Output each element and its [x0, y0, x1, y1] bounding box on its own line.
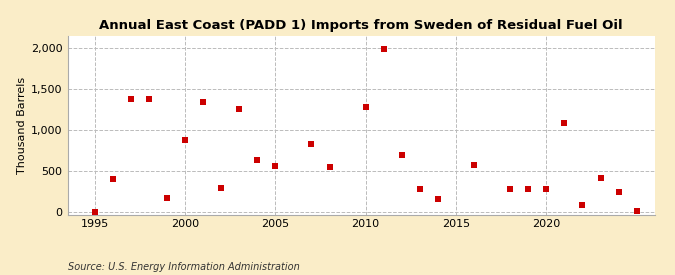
- Point: [180, 138, 190, 142]
- Point: [523, 187, 534, 191]
- Point: [433, 197, 443, 202]
- Point: [306, 142, 317, 146]
- Point: [126, 97, 136, 101]
- Point: [577, 202, 588, 207]
- Point: [468, 163, 479, 167]
- Point: [360, 105, 371, 110]
- Point: [396, 153, 407, 158]
- Point: [613, 190, 624, 194]
- Point: [541, 187, 551, 191]
- Point: [216, 186, 227, 191]
- Point: [559, 120, 570, 125]
- Point: [89, 210, 100, 214]
- Point: [161, 196, 172, 200]
- Point: [595, 176, 606, 181]
- Point: [252, 158, 263, 163]
- Point: [198, 100, 209, 104]
- Point: [107, 177, 118, 182]
- Title: Annual East Coast (PADD 1) Imports from Sweden of Residual Fuel Oil: Annual East Coast (PADD 1) Imports from …: [99, 19, 623, 32]
- Point: [143, 97, 154, 101]
- Point: [505, 187, 516, 191]
- Point: [324, 165, 335, 170]
- Y-axis label: Thousand Barrels: Thousand Barrels: [17, 76, 27, 174]
- Text: Source: U.S. Energy Information Administration: Source: U.S. Energy Information Administ…: [68, 262, 299, 272]
- Point: [631, 209, 642, 213]
- Point: [270, 164, 281, 168]
- Point: [378, 47, 389, 51]
- Point: [234, 106, 244, 111]
- Point: [414, 187, 425, 192]
